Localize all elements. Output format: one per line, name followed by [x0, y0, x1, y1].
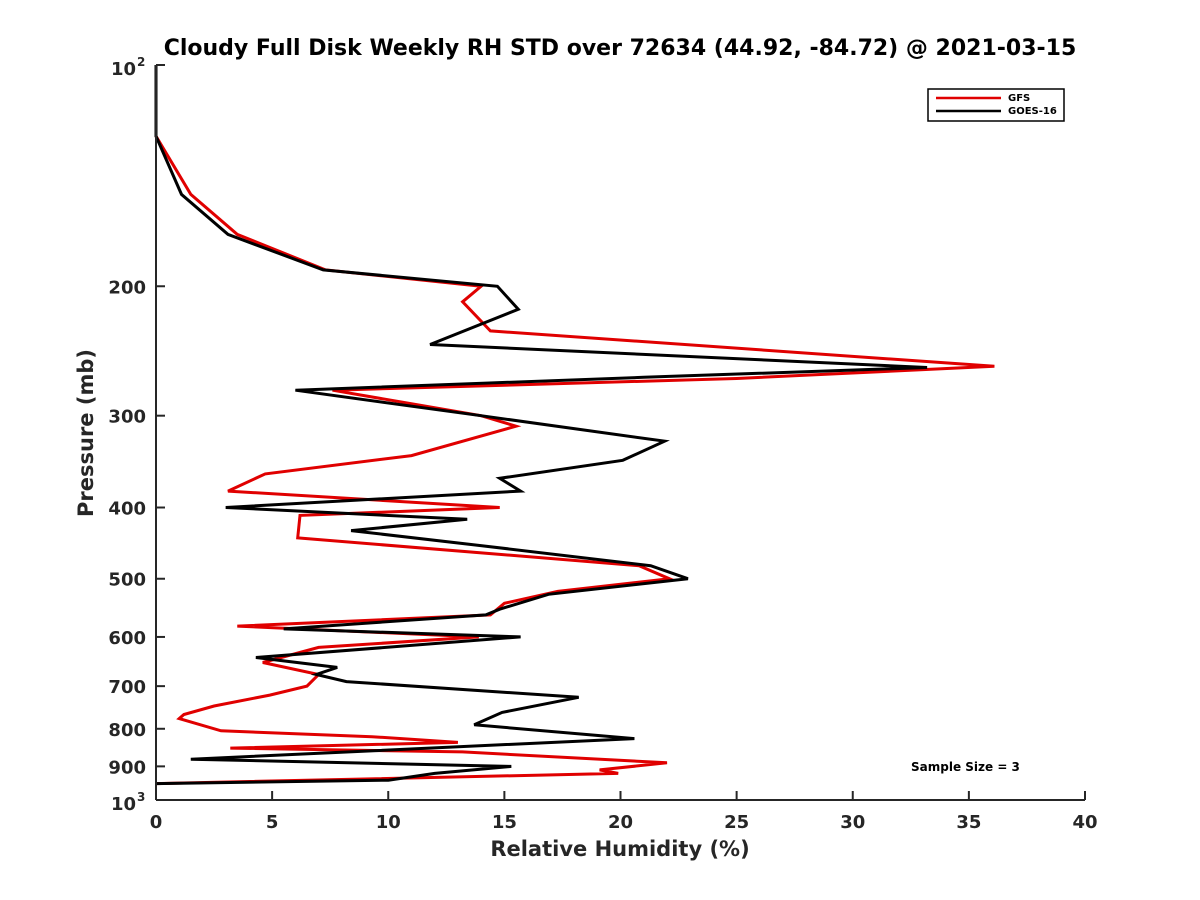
- x-tick-label: 20: [608, 812, 633, 833]
- y-tick-label: 500: [108, 570, 146, 591]
- y-tick-exponent: 2: [137, 55, 145, 69]
- y-tick-label: 200: [108, 277, 146, 298]
- y-tick-exponent: 3: [137, 790, 145, 804]
- chart-title: Cloudy Full Disk Weekly RH STD over 7263…: [164, 36, 1077, 61]
- x-tick-label: 40: [1072, 812, 1097, 833]
- y-tick-label: 600: [108, 628, 146, 649]
- series-layer: [154, 65, 995, 786]
- y-tick-label: 900: [108, 757, 146, 778]
- legend-label-goes16: GOES-16: [1008, 106, 1057, 117]
- y-tick-label: 400: [108, 499, 146, 520]
- x-tick-label: 35: [956, 812, 981, 833]
- y-tick-label: 10: [111, 794, 136, 815]
- legend: GFS GOES-16: [927, 88, 1065, 122]
- x-tick-label: 15: [492, 812, 517, 833]
- y-tick-label: 800: [108, 720, 146, 741]
- legend-label-gfs: GFS: [1008, 93, 1030, 104]
- y-tick-label: 700: [108, 677, 146, 698]
- x-tick-label: 25: [724, 812, 749, 833]
- x-tick-label: 0: [150, 812, 163, 833]
- x-axis-label: Relative Humidity (%): [490, 837, 749, 861]
- x-tick-label: 10: [376, 812, 401, 833]
- series-line-goes16: [154, 65, 928, 786]
- y-tick-label: 10: [111, 59, 136, 80]
- x-tick-label: 5: [266, 812, 279, 833]
- sample-size-annotation: Sample Size = 3: [911, 760, 1020, 774]
- legend-box: [927, 88, 1065, 122]
- y-tick-label: 300: [108, 407, 146, 428]
- x-tick-label: 30: [840, 812, 865, 833]
- series-line-gfs: [154, 65, 995, 786]
- y-axis-label: Pressure (mb): [74, 349, 98, 517]
- x-ticks: 0 5 10 15 20 25 30 35 40: [150, 791, 1098, 833]
